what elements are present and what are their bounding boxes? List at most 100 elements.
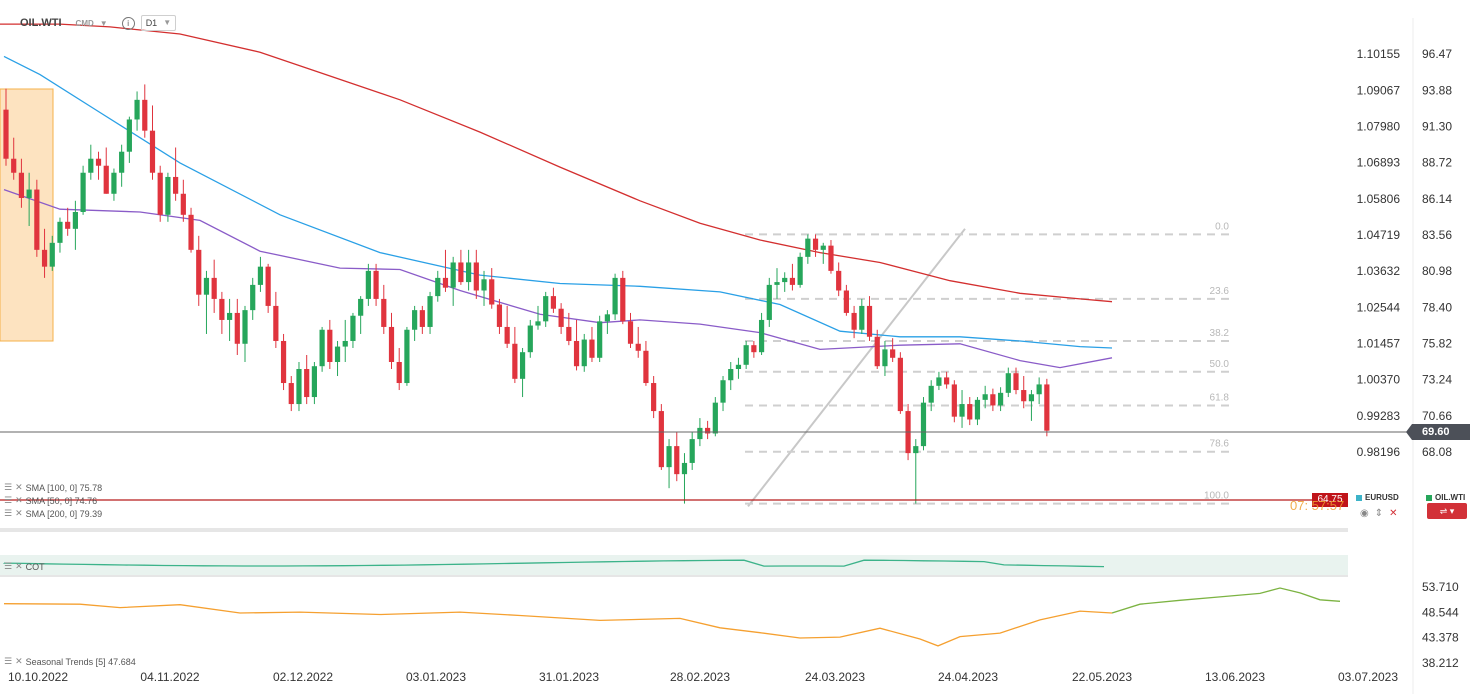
close-icon[interactable]: ✕: [1389, 508, 1398, 519]
candle-body: [566, 326, 572, 341]
close-icon[interactable]: ✕: [15, 656, 23, 666]
x-axis-tick: 22.05.2023: [1072, 670, 1132, 684]
right-axis-tick: 80.98: [1422, 264, 1452, 278]
chart-header: OIL.WTI CMD ▼ i D1 ▼: [20, 14, 177, 32]
indicator-cot[interactable]: ☰ ✕ COT: [4, 561, 45, 572]
left-axis-tick: 0.98196: [1357, 445, 1401, 459]
indicator-seasonal[interactable]: ☰ ✕ Seasonal Trends [5] 47.684: [4, 656, 136, 667]
candle-body: [149, 130, 156, 173]
candle-body: [496, 304, 503, 327]
candle-body: [388, 326, 395, 362]
candle-body: [843, 290, 849, 313]
candle-body: [558, 308, 564, 327]
candle-body: [897, 357, 903, 412]
close-icon[interactable]: ✕: [15, 508, 23, 518]
indicator-sma50[interactable]: ☰ ✕ SMA [50, 0] 74.76: [4, 495, 98, 506]
close-icon[interactable]: ✕: [15, 495, 23, 505]
right-axis-tick: 86.14: [1422, 192, 1452, 206]
seasonal-axis-tick: 48.544: [1422, 605, 1459, 619]
eye-icon[interactable]: ◉: [1360, 508, 1369, 519]
candle-body: [265, 266, 271, 306]
left-axis-tick: 0.99283: [1357, 409, 1401, 423]
chevron-down-icon: ▼: [163, 18, 172, 27]
candle-body: [627, 321, 634, 344]
candle-body: [674, 446, 680, 475]
candle-body: [319, 329, 325, 367]
candle-body: [828, 245, 834, 271]
left-axis-tick: 1.05806: [1357, 192, 1401, 206]
candle-body: [974, 399, 981, 420]
candle-body: [990, 394, 996, 406]
x-axis-tick: 03.01.2023: [406, 670, 466, 684]
left-axis-tick: 1.03632: [1357, 264, 1401, 278]
right-axis-tick: 91.30: [1422, 119, 1452, 133]
legend-oilwti[interactable]: OIL.WTI: [1426, 493, 1465, 502]
close-icon[interactable]: ✕: [15, 482, 23, 492]
right-axis-tick: 75.82: [1422, 336, 1452, 350]
candle-body: [689, 439, 695, 463]
candle-body: [1005, 373, 1011, 393]
info-icon[interactable]: i: [121, 16, 135, 30]
candle-body: [951, 384, 957, 417]
right-axis-tick: 96.47: [1422, 47, 1452, 61]
legend-swatch: [1426, 494, 1432, 501]
candle-body: [697, 427, 703, 440]
candle-body: [635, 343, 641, 351]
left-axis-tick: 1.02544: [1357, 300, 1401, 314]
candle-body: [358, 298, 364, 316]
candle-body: [188, 214, 194, 250]
settings-icon[interactable]: ☰: [4, 508, 13, 518]
candle-body: [34, 189, 40, 250]
settings-icon[interactable]: ☰: [4, 561, 13, 571]
candle-body: [111, 172, 117, 194]
legend-swatch: [1356, 494, 1362, 501]
candle-body: [242, 310, 248, 344]
candle-body: [805, 238, 811, 257]
candle-body: [666, 446, 672, 468]
candle-body: [18, 172, 25, 198]
move-arrows-icon[interactable]: ⇕: [1374, 508, 1384, 519]
chevron-down-icon[interactable]: ▼: [99, 18, 108, 28]
candle-body: [774, 282, 780, 285]
candle-body: [180, 193, 186, 215]
right-axis-tick: 83.56: [1422, 228, 1452, 242]
settings-icon[interactable]: ☰: [4, 495, 13, 505]
close-icon[interactable]: ✕: [15, 561, 23, 571]
left-axis-tick: 1.06893: [1357, 156, 1401, 170]
indicator-sma100[interactable]: ☰ ✕ SMA [100, 0] 75.78: [4, 482, 103, 493]
candle-body: [404, 329, 410, 384]
seasonal-layer: [3, 587, 1341, 647]
legend-eurusd[interactable]: EURUSD: [1356, 493, 1399, 502]
timeframe-select[interactable]: D1 ▼: [140, 15, 177, 31]
trade-button[interactable]: ⇌ ▾: [1427, 503, 1467, 519]
symbol-name[interactable]: OIL.WTI: [20, 17, 62, 29]
candle-body: [597, 321, 603, 358]
candle-body: [581, 339, 587, 367]
cot-line: [3, 559, 1105, 568]
candle-body: [203, 277, 210, 295]
candle-body: [211, 277, 217, 299]
candle-body: [466, 262, 472, 283]
candle-body: [913, 446, 919, 454]
candle-body: [3, 109, 9, 159]
candle-body: [936, 377, 942, 386]
x-axis-tick: 24.04.2023: [938, 670, 998, 684]
support-level-badge[interactable]: 64.75: [1312, 493, 1348, 507]
candle-body: [959, 404, 965, 417]
right-axis-tick: 93.88: [1422, 83, 1452, 97]
candle-body: [419, 310, 425, 327]
seasonal-axis-tick: 43.378: [1422, 631, 1459, 645]
settings-icon[interactable]: ☰: [4, 482, 13, 492]
candle-body: [396, 361, 402, 384]
fib-level-label: 50.0: [1210, 359, 1230, 370]
candle-body: [712, 402, 718, 434]
candle-body: [442, 277, 449, 288]
indicator-sma200[interactable]: ☰ ✕ SMA [200, 0] 79.39: [4, 508, 103, 519]
candle-body: [350, 315, 356, 341]
candle-body: [758, 319, 765, 353]
settings-icon[interactable]: ☰: [4, 656, 13, 666]
level-tools: ◉ ⇕ ✕: [1360, 508, 1398, 519]
candle-body: [427, 296, 433, 327]
candle-body: [866, 305, 873, 337]
